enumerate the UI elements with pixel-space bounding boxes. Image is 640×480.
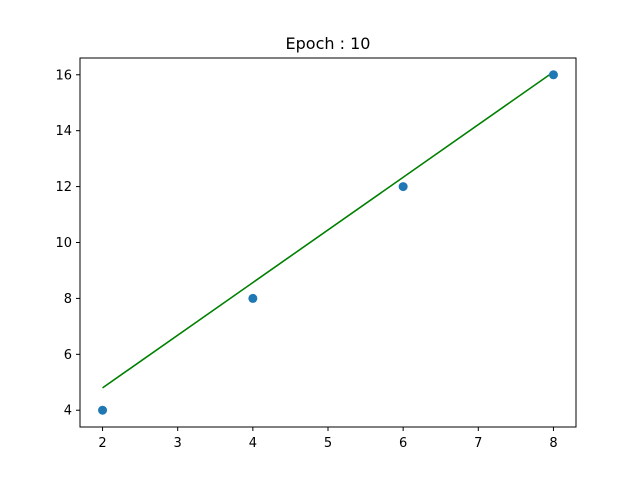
data-point [98,405,108,415]
data-point [248,293,258,303]
x-tick-label: 8 [549,436,557,451]
y-tick-label: 8 [64,292,72,307]
x-tick-label: 3 [174,436,182,451]
fit-line [102,71,554,389]
y-tick-label: 12 [55,180,72,195]
x-tick-label: 7 [474,436,482,451]
data-point [398,182,408,192]
y-tick-label: 10 [55,236,72,251]
chart-title: Epoch : 10 [286,34,371,53]
y-tick-label: 6 [64,348,72,363]
plot-area [98,70,558,415]
x-tick-label: 6 [399,436,407,451]
x-tick-label: 4 [249,436,257,451]
x-tick-label: 2 [98,436,106,451]
x-tick-label: 5 [324,436,332,451]
y-tick-label: 14 [55,124,72,139]
data-point [548,70,558,80]
axes: 2 3 4 5 6 7 8 4 6 8 10 12 14 16 [55,68,557,451]
y-tick-label: 16 [55,68,72,83]
y-tick-label: 4 [64,404,72,419]
